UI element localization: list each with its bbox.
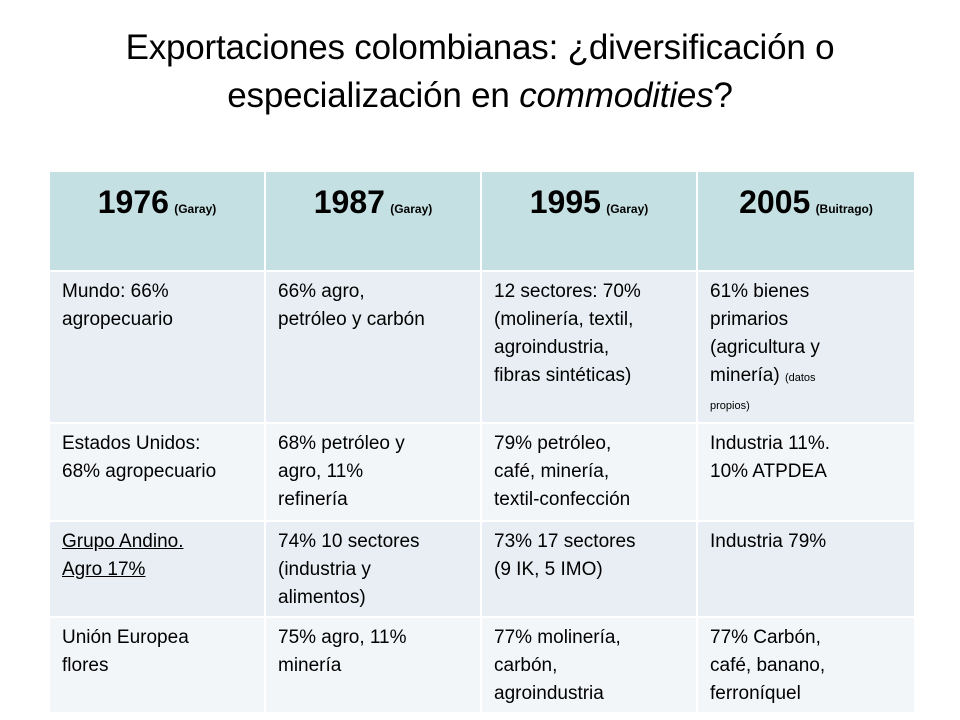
cell-line: agropecuario bbox=[62, 309, 173, 330]
year-label: 1976 bbox=[97, 184, 169, 220]
title-line-1: Exportaciones colombianas: ¿diversificac… bbox=[125, 28, 835, 67]
cell-line: agro, 11% bbox=[278, 461, 364, 482]
cell-line: 75% agro, 11% bbox=[278, 627, 407, 648]
cell-line: (molinería, textil, bbox=[494, 309, 634, 330]
table-cell: 79% petróleo, café, minería, textil-confec… bbox=[480, 422, 698, 522]
cell-line: café, minería, bbox=[494, 461, 610, 482]
cell-line: (agricultura y bbox=[710, 337, 820, 358]
cell-line: 73% 17 sectores bbox=[494, 531, 636, 552]
table-cell: 68% petróleo y agro, 11% refinería bbox=[264, 422, 482, 522]
cell-line: 12 sectores: 70% bbox=[494, 281, 641, 302]
table-cell: Estados Unidos: 68% agropecuario bbox=[48, 422, 266, 522]
table-cell: Industria 11%. 10% ATPDEA bbox=[696, 422, 916, 522]
cell-line: Industria 11%. bbox=[710, 433, 831, 454]
title-line-2: especialización en commodities? bbox=[40, 72, 920, 120]
year-label: 2005 bbox=[739, 184, 811, 220]
table-cell: 73% 17 sectores (9 IK, 5 IMO) bbox=[480, 520, 698, 618]
slide-title: Exportaciones colombianas: ¿diversificac… bbox=[40, 24, 920, 120]
table-cell: 74% 10 sectores (industria y alimentos) bbox=[264, 520, 482, 618]
cell-line: 77% Carbón, bbox=[710, 627, 821, 648]
title-line-2-text: especialización en bbox=[227, 76, 520, 115]
header-1976: 1976 (Garay) bbox=[48, 170, 266, 272]
cell-line: agroindustria bbox=[494, 683, 604, 704]
title-italic-commodities: commodities bbox=[519, 76, 714, 115]
table-cell: Grupo Andino. Agro 17% bbox=[48, 520, 266, 618]
cell-line: 68% petróleo y bbox=[278, 433, 405, 454]
cell-line: Mundo: 66% bbox=[62, 281, 169, 302]
cell-line: Unión Europea bbox=[62, 627, 189, 648]
cell-line: Estados Unidos: bbox=[62, 433, 201, 454]
cell-line: petróleo y carbón bbox=[278, 309, 425, 330]
cell-line: carbón, bbox=[494, 655, 558, 676]
cell-line: flores bbox=[62, 655, 109, 676]
source-label: (Garay) bbox=[174, 202, 217, 216]
cell-line: 77% molinería, bbox=[494, 627, 621, 648]
cell-line: café, banano, bbox=[710, 655, 826, 676]
cell-line: (9 IK, 5 IMO) bbox=[494, 559, 603, 580]
exports-table: 1976 (Garay) 1987 (Garay) 1995 (Garay) 2… bbox=[48, 170, 916, 714]
cell-line: minería) bbox=[710, 365, 785, 386]
cell-line: primarios bbox=[710, 309, 789, 330]
header-row: 1976 (Garay) 1987 (Garay) 1995 (Garay) 2… bbox=[48, 170, 916, 272]
table-row-grupo-andino: Grupo Andino. Agro 17% 74% 10 sectores (in… bbox=[48, 520, 916, 618]
table-row-union-europea: Unión Europea flores 75% agro, 11% minería… bbox=[48, 616, 916, 714]
cell-line: 79% petróleo, bbox=[494, 433, 612, 454]
source-note: propios) bbox=[710, 400, 750, 412]
cell-line: textil-confección bbox=[494, 489, 631, 510]
header-2005: 2005 (Buitrago) bbox=[696, 170, 916, 272]
table-cell: 61% bienes primarios (agricultura y minería… bbox=[696, 270, 916, 424]
table-cell: Industria 79% bbox=[696, 520, 916, 618]
table-cell: 66% agro, petróleo y carbón bbox=[264, 270, 482, 424]
cell-line: Industria 79% bbox=[710, 531, 827, 552]
source-label: (Buitrago) bbox=[815, 202, 873, 216]
cell-line: 10% ATPDEA bbox=[710, 461, 827, 482]
table-cell: Mundo: 66% agropecuario bbox=[48, 270, 266, 424]
cell-line: Grupo Andino. bbox=[62, 531, 184, 552]
source-label: (Garay) bbox=[390, 202, 433, 216]
source-label: (Garay) bbox=[606, 202, 649, 216]
title-question-mark: ? bbox=[713, 76, 733, 115]
table-cell: Unión Europea flores bbox=[48, 616, 266, 714]
cell-line: 61% bienes bbox=[710, 281, 810, 302]
source-note: (datos bbox=[784, 372, 816, 384]
table-cell: 77% molinería, carbón, agroindustria bbox=[480, 616, 698, 714]
table-cell: 12 sectores: 70% (molinería, textil, agroi… bbox=[480, 270, 698, 424]
table-cell: 75% agro, 11% minería bbox=[264, 616, 482, 714]
cell-line: 66% agro, bbox=[278, 281, 365, 302]
cell-line: agroindustria, bbox=[494, 337, 610, 358]
cell-line: minería bbox=[278, 655, 342, 676]
cell-line: ferroníquel bbox=[710, 683, 801, 704]
cell-line: 74% 10 sectores bbox=[278, 531, 420, 552]
cell-line: alimentos) bbox=[278, 587, 366, 608]
table-row-mundo: Mundo: 66% agropecuario 66% agro, petróleo… bbox=[48, 270, 916, 424]
year-label: 1995 bbox=[529, 184, 601, 220]
cell-line: (industria y bbox=[278, 559, 371, 580]
cell-line: 68% agropecuario bbox=[62, 461, 217, 482]
header-1995: 1995 (Garay) bbox=[480, 170, 698, 272]
year-label: 1987 bbox=[313, 184, 385, 220]
cell-line: Agro 17% bbox=[62, 559, 146, 580]
header-1987: 1987 (Garay) bbox=[264, 170, 482, 272]
table-row-estados-unidos: Estados Unidos: 68% agropecuario 68% petr… bbox=[48, 422, 916, 522]
cell-line: refinería bbox=[278, 489, 348, 510]
cell-line: fibras sintéticas) bbox=[494, 365, 632, 386]
table-cell: 77% Carbón, café, banano, ferroníquel bbox=[696, 616, 916, 714]
